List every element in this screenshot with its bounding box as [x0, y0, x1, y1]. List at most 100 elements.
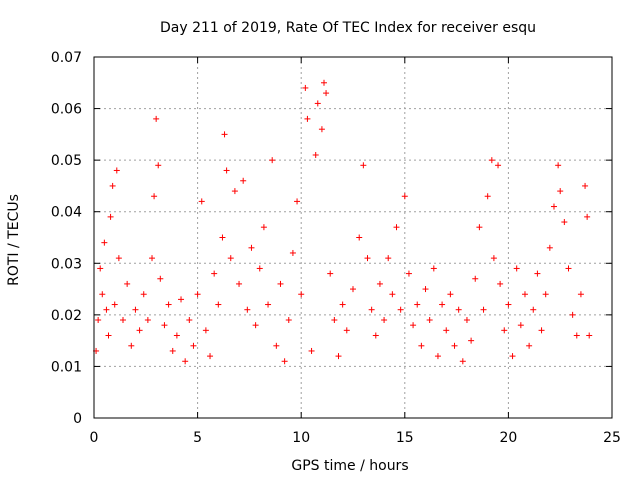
- data-point: [414, 301, 421, 308]
- data-point: [451, 342, 458, 349]
- data-point: [97, 265, 104, 272]
- data-point: [376, 280, 383, 287]
- data-point: [443, 327, 450, 334]
- data-point: [169, 347, 176, 354]
- data-point: [455, 306, 462, 313]
- data-point: [207, 353, 214, 360]
- data-point: [178, 296, 185, 303]
- data-point: [128, 342, 135, 349]
- data-point: [308, 347, 315, 354]
- data-point: [256, 265, 263, 272]
- y-tick-label: 0.04: [51, 205, 82, 221]
- data-point: [113, 167, 120, 174]
- data-point: [269, 157, 276, 164]
- data-point: [350, 286, 356, 293]
- data-point: [526, 342, 533, 349]
- data-point: [149, 255, 156, 262]
- data-point: [323, 90, 330, 97]
- data-point: [488, 157, 495, 164]
- data-point: [468, 337, 475, 344]
- data-point: [219, 234, 226, 241]
- data-point: [368, 306, 375, 313]
- data-point: [240, 177, 247, 184]
- data-point: [509, 353, 516, 360]
- data-point: [304, 115, 311, 122]
- data-point: [198, 198, 205, 205]
- data-point: [495, 162, 502, 169]
- y-tick-label: 0: [73, 411, 82, 427]
- data-point: [173, 332, 180, 339]
- y-tick-label: 0.03: [51, 256, 82, 272]
- data-point: [260, 224, 267, 231]
- data-point: [105, 332, 112, 339]
- data-point: [360, 162, 367, 169]
- data-point: [153, 115, 160, 122]
- data-point: [320, 79, 327, 86]
- data-point: [521, 291, 528, 298]
- data-point: [327, 270, 334, 277]
- data-point: [302, 84, 309, 91]
- data-point: [109, 182, 116, 189]
- data-point: [555, 162, 562, 169]
- data-point: [157, 275, 164, 282]
- data-point: [393, 224, 400, 231]
- plot-frame: [93, 56, 613, 419]
- x-tick-label: 25: [603, 430, 621, 446]
- data-point: [273, 342, 280, 349]
- data-point: [124, 280, 131, 287]
- y-tick-label: 0.05: [51, 153, 82, 169]
- data-point: [405, 270, 412, 277]
- data-point: [186, 317, 193, 324]
- data-point: [546, 244, 553, 251]
- axes: 0 5 10 15 20 25 0 0.01 0.02 0.03 0.04 0.05 0.06 0.07: [51, 50, 621, 446]
- data-point: [231, 188, 238, 195]
- data-point: [501, 327, 508, 334]
- data-point: [459, 358, 466, 365]
- data-point: [140, 291, 147, 298]
- data-point: [248, 244, 255, 251]
- data-point: [410, 322, 417, 329]
- data-point: [314, 100, 321, 107]
- data-point: [244, 306, 251, 313]
- data-point: [227, 255, 234, 262]
- data-point: [582, 182, 589, 189]
- data-point: [289, 249, 296, 256]
- data-point: [236, 280, 243, 287]
- data-point: [476, 224, 483, 231]
- data-point: [439, 301, 446, 308]
- data-point: [484, 193, 491, 200]
- data-point: [418, 342, 425, 349]
- data-point: [381, 317, 388, 324]
- data-point: [265, 301, 272, 308]
- data-point: [281, 358, 288, 365]
- data-point: [111, 301, 118, 308]
- data-point: [99, 291, 106, 298]
- data-point: [505, 301, 512, 308]
- data-point: [252, 322, 259, 329]
- data-point: [586, 332, 593, 339]
- data-point: [430, 265, 437, 272]
- data-point: [364, 255, 371, 262]
- data-point: [132, 306, 139, 313]
- data-point: [472, 275, 479, 282]
- data-point: [389, 291, 396, 298]
- data-point: [107, 213, 114, 220]
- data-point: [385, 255, 392, 262]
- data-point: [335, 353, 342, 360]
- data-point: [161, 322, 168, 329]
- x-tick-label: 10: [292, 430, 310, 446]
- data-point: [211, 270, 218, 277]
- y-tick-label: 0.02: [51, 308, 82, 324]
- data-point: [215, 301, 222, 308]
- data-point: [573, 332, 580, 339]
- data-point: [557, 188, 564, 195]
- data-point: [294, 198, 301, 205]
- data-point: [223, 167, 230, 174]
- data-point: [517, 322, 524, 329]
- data-point: [584, 213, 591, 220]
- y-tick-label: 0.06: [51, 102, 82, 118]
- data-point: [538, 327, 545, 334]
- data-point: [513, 265, 520, 272]
- data-point: [542, 291, 549, 298]
